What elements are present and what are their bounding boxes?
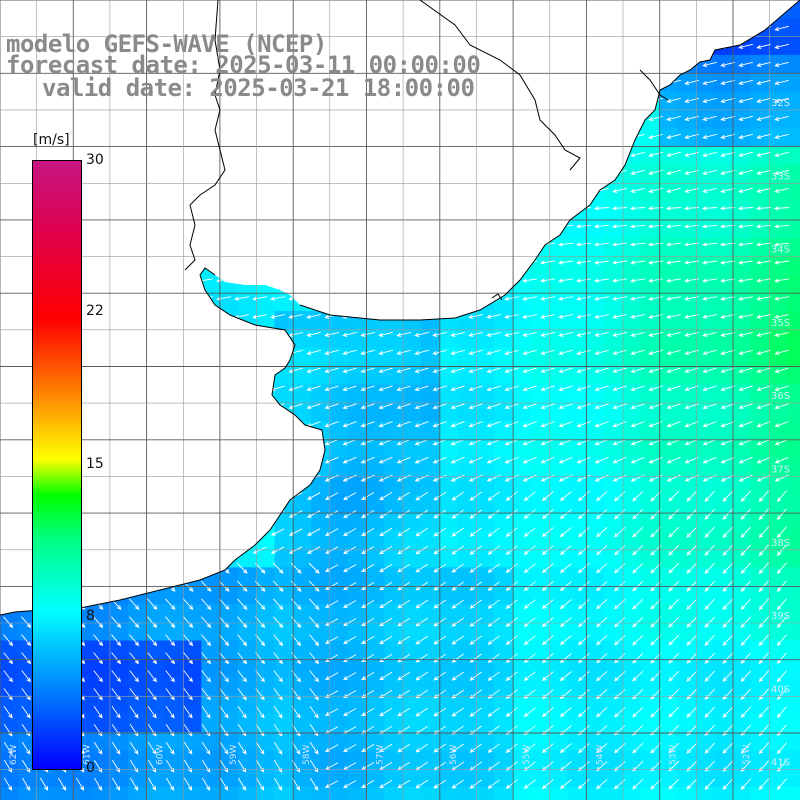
colorbar — [32, 160, 82, 770]
lat-label-32S: 32S — [771, 98, 790, 109]
lat-label-41S: 41S — [771, 758, 790, 769]
colorbar-tick-8: 8 — [86, 608, 95, 624]
small-island — [491, 293, 503, 301]
lat-label-33S: 33S — [771, 171, 790, 182]
lon-label-52W: 52W — [742, 745, 752, 765]
lat-label-36S: 36S — [771, 391, 790, 402]
lat-label-38S: 38S — [771, 538, 790, 549]
lat-label-35S: 35S — [771, 318, 790, 329]
lon-label-56W: 56W — [449, 745, 459, 765]
lon-label-54W: 54W — [595, 745, 605, 765]
lon-label-59W: 59W — [229, 745, 239, 765]
model-title: modelo GEFS-WAVE (NCEP) — [6, 30, 327, 58]
lon-label-62W: 62W — [9, 745, 19, 765]
coastline-main — [0, 267, 326, 616]
coastline — [0, 0, 800, 616]
valid-date: valid date: 2025-03-21 18:00:00 — [42, 74, 475, 102]
colorbar-tick-15: 15 — [86, 456, 104, 472]
lon-label-60W: 60W — [156, 745, 166, 765]
lat-label-39S: 39S — [771, 611, 790, 622]
colorbar-tick-30: 30 — [86, 152, 104, 168]
lon-label-61W: 61W — [82, 745, 92, 765]
lat-label-37S: 37S — [771, 465, 790, 476]
lon-label-55W: 55W — [522, 745, 532, 765]
forecast-date: forecast date: 2025-03-11 00:00:00 — [6, 51, 481, 79]
lon-label-58W: 58W — [302, 745, 312, 765]
colorbar-tick-22: 22 — [86, 303, 104, 319]
lagoon-outline — [639, 69, 669, 101]
lon-label-53W: 53W — [669, 745, 679, 765]
lat-label-40S: 40S — [771, 684, 790, 695]
colorbar-tick-0: 0 — [86, 760, 95, 776]
colorbar-unit: [m/s] — [33, 132, 70, 148]
coastline-uruguay — [299, 0, 800, 321]
lat-label-34S: 34S — [771, 245, 790, 256]
coastline-plata — [184, 0, 226, 271]
lon-label-57W: 57W — [376, 745, 386, 765]
border-river — [419, 0, 581, 171]
